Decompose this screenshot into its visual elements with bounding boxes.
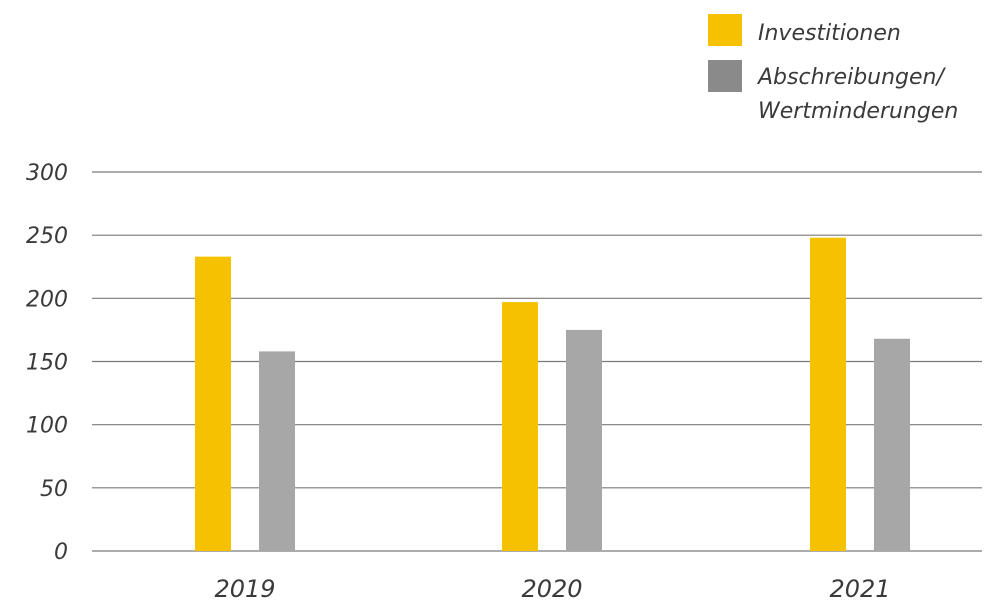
y-axis-tick-labels: 0 50 100 150 200 250 300	[26, 161, 68, 565]
x-category-label-2019: 2019	[214, 575, 275, 601]
x-category-label-2020: 2020	[521, 575, 582, 601]
y-tick-label-150: 150	[26, 351, 68, 376]
y-tick-label-100: 100	[26, 414, 68, 439]
x-category-label-2021: 2021	[829, 575, 890, 601]
legend: Investitionen Abschreibungen/Wertminderun…	[708, 14, 958, 124]
bar-investitionen-2019	[195, 256, 231, 551]
legend-item-investitionen: Investitionen	[708, 14, 901, 46]
bar-abschreibungen-2020	[566, 329, 602, 551]
y-tick-label-300: 300	[26, 161, 68, 186]
legend-swatch	[708, 60, 742, 92]
bars	[195, 237, 910, 551]
bar-abschreibungen-2021	[874, 338, 910, 551]
y-tick-label-50: 50	[40, 477, 68, 502]
y-tick-label-250: 250	[26, 224, 68, 249]
legend-swatch	[708, 14, 742, 46]
legend-item-abschreibungen: Abschreibungen/Wertminderungen	[708, 60, 958, 124]
x-axis-category-labels: 2019 2020 2021	[214, 575, 890, 601]
y-tick-label-0: 0	[54, 540, 68, 565]
legend-label: Wertminderungen	[758, 99, 958, 124]
legend-label: Investitionen	[758, 21, 901, 46]
bar-investitionen-2020	[502, 302, 538, 551]
legend-label: Abschreibungen/	[756, 65, 947, 90]
bar-investitionen-2021	[810, 237, 846, 551]
y-tick-label-200: 200	[26, 287, 68, 312]
bar-abschreibungen-2019	[259, 351, 295, 551]
